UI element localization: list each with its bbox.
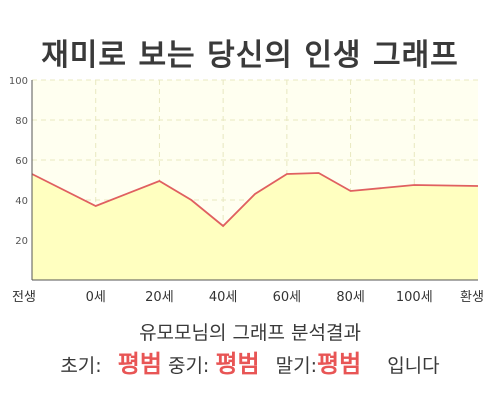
x-tick-label: 전생: [12, 290, 36, 305]
x-tick-label: 100세: [396, 290, 433, 305]
chart-title: 재미로 보는 당신의 인생 그래프: [41, 38, 459, 73]
x-tick-label: 40세: [209, 290, 238, 305]
series-area: [32, 173, 478, 280]
y-tick-label: 80: [15, 116, 28, 127]
y-tick-label: 20: [15, 236, 28, 247]
y-tick-label: 60: [15, 156, 28, 167]
life-graph-chart: 20 40 60 80 100 전생 0세 20세 40세 60세 80세 100세 환생: [9, 76, 484, 305]
ending-text: 입니다: [387, 355, 440, 377]
y-tick-label: 100: [9, 76, 28, 87]
late-label: 말기:: [275, 355, 317, 377]
x-tick-label: 0세: [86, 290, 106, 305]
analysis-result: 초기: 평범 중기: 평범 말기:평범 입니다: [0, 344, 500, 379]
x-tick-label: 20세: [145, 290, 174, 305]
early-value: 평범: [117, 350, 162, 378]
mid-label: 중기:: [167, 355, 210, 377]
x-tick-label: 60세: [273, 290, 302, 305]
late-value: 평범: [316, 350, 362, 378]
mid-value: 평범: [215, 350, 260, 378]
x-tick-label: 80세: [336, 290, 365, 305]
x-tick-label: 환생: [460, 290, 484, 305]
analysis-heading: 유모모님의 그래프 분석결과: [139, 322, 361, 344]
early-label: 초기:: [60, 355, 102, 377]
y-tick-label: 40: [15, 196, 28, 207]
